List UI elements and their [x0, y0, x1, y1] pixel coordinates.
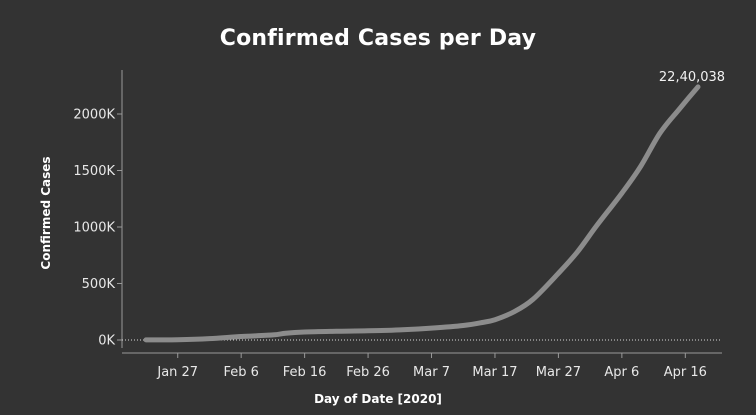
x-tick-label: Mar 7 — [413, 365, 450, 380]
x-tick-label: Feb 16 — [283, 365, 327, 380]
x-tick-label: Mar 17 — [472, 365, 517, 380]
y-tick-label: 1000K — [73, 221, 115, 236]
x-tick-label: Feb 26 — [346, 365, 390, 380]
series-line-0 — [143, 84, 701, 343]
end-value-label: 22,40,038 — [659, 70, 725, 85]
y-tick-label: 1500K — [73, 164, 115, 179]
y-tick-label: 500K — [82, 277, 116, 292]
axes-group: 0K 500K 1000K 1500K 2000K Jan 27 Feb 6 Feb 16 Fe… — [73, 70, 722, 380]
series-group — [143, 84, 701, 343]
y-tick-label: 0K — [98, 334, 115, 349]
x-axis-label: Day of Date [2020] — [314, 392, 442, 406]
x-tick-label: Feb 6 — [223, 365, 258, 380]
y-tick-label: 2000K — [73, 108, 115, 123]
x-tick-label: Mar 27 — [536, 365, 581, 380]
labels-group: 22,40,038 — [659, 70, 725, 85]
x-tick-label: Apr 6 — [604, 365, 639, 380]
x-tick-label: Apr 16 — [664, 365, 707, 380]
chart-title: Confirmed Cases per Day — [219, 26, 537, 51]
x-tick-label: Jan 27 — [156, 365, 198, 380]
